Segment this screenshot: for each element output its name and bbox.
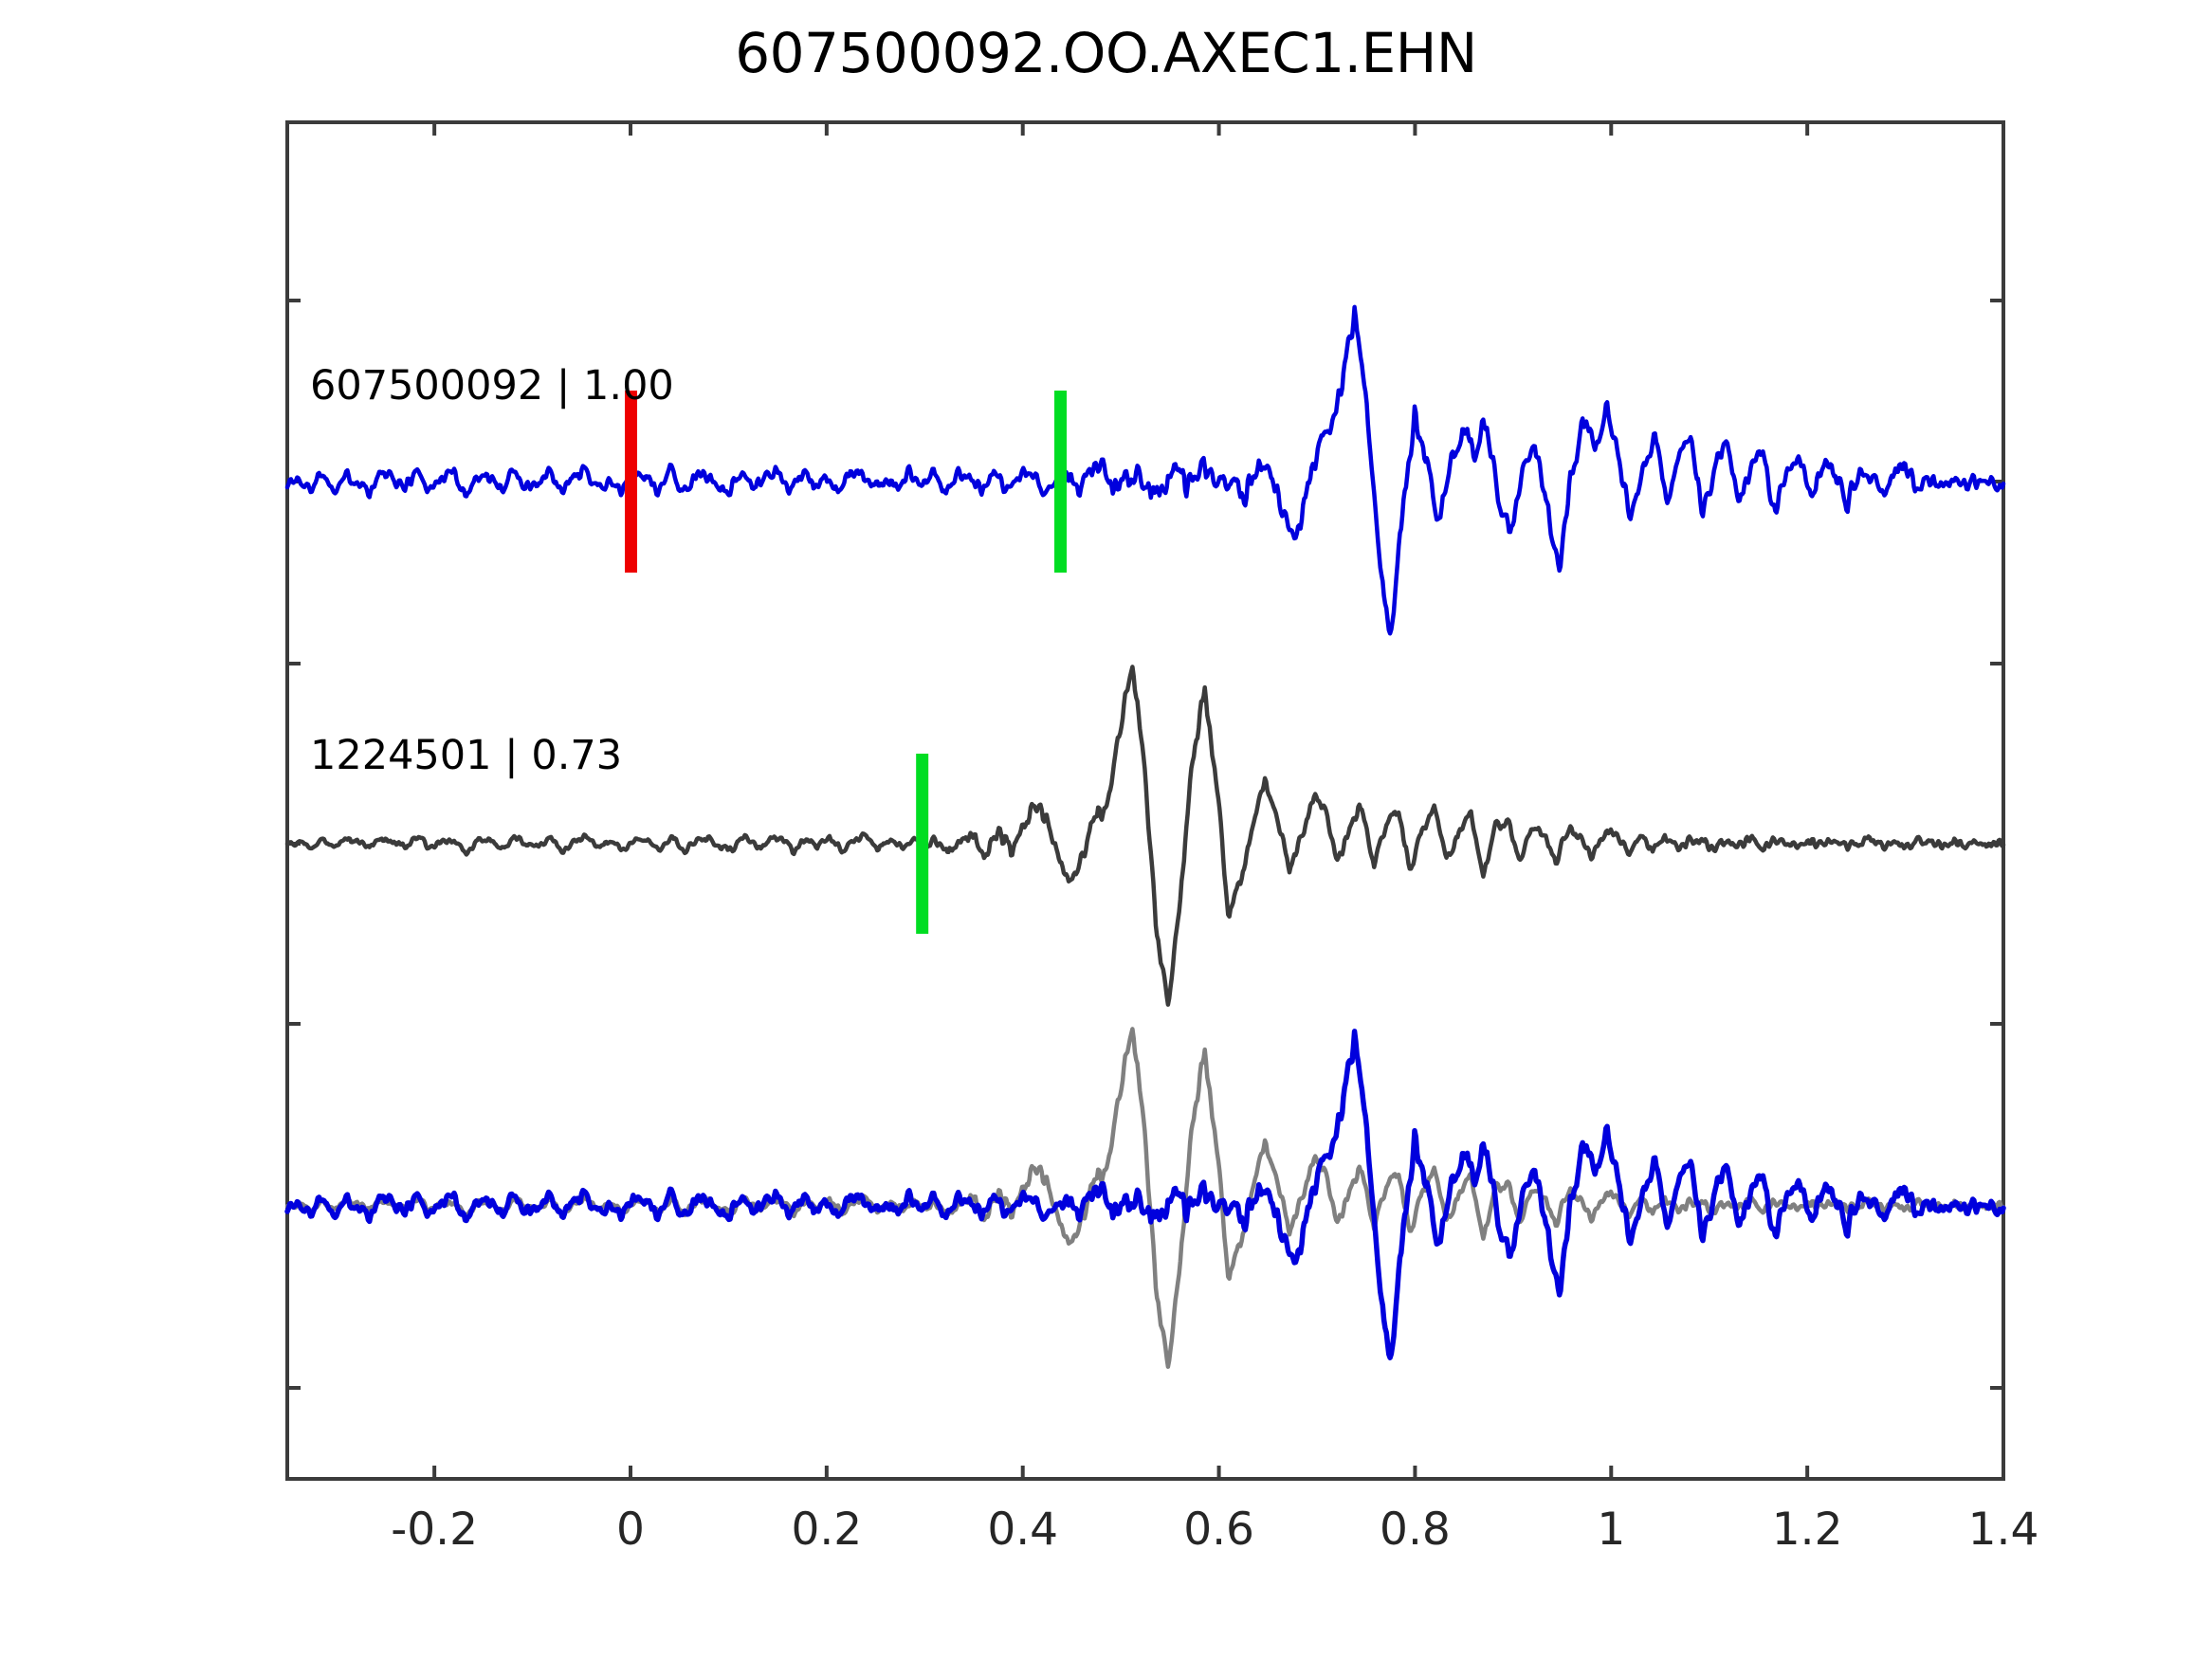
- plot-frame: [285, 120, 2005, 1481]
- x-tick-label: 1.4: [1967, 1504, 2039, 1556]
- waveform-trace-detection: [284, 665, 2006, 1007]
- x-tick-label: 0.8: [1380, 1504, 1451, 1556]
- x-tick-label: -0.2: [391, 1504, 478, 1556]
- pick-marker-p-pick: [625, 391, 637, 573]
- x-tick-label: 0.2: [791, 1504, 863, 1556]
- page-title: 607500092.OO.AXEC1.EHN: [735, 21, 1477, 85]
- x-tick-label: 1.2: [1771, 1504, 1843, 1556]
- x-tick-label: 0.4: [987, 1504, 1059, 1556]
- trace-label-template: 607500092 | 1.00: [310, 362, 674, 410]
- panel-detection-event: [284, 665, 2006, 1007]
- panel-template-event: [284, 304, 2006, 636]
- x-tick-label: 0: [616, 1504, 645, 1556]
- waveform-trace-template: [284, 304, 2006, 636]
- pick-marker-s-pick: [1054, 391, 1068, 573]
- pick-markers: [625, 391, 1068, 934]
- waveform-trace-overlay-blue: [284, 1029, 2006, 1360]
- pick-marker-s-pick: [916, 754, 929, 934]
- x-axis-ticks: [432, 122, 2005, 1479]
- panel-overlay-comparison: [284, 1027, 2006, 1369]
- x-tick-label: 0.6: [1183, 1504, 1254, 1556]
- trace-label-detection: 1224501 | 0.73: [310, 732, 623, 779]
- x-tick-label: 1: [1597, 1504, 1626, 1556]
